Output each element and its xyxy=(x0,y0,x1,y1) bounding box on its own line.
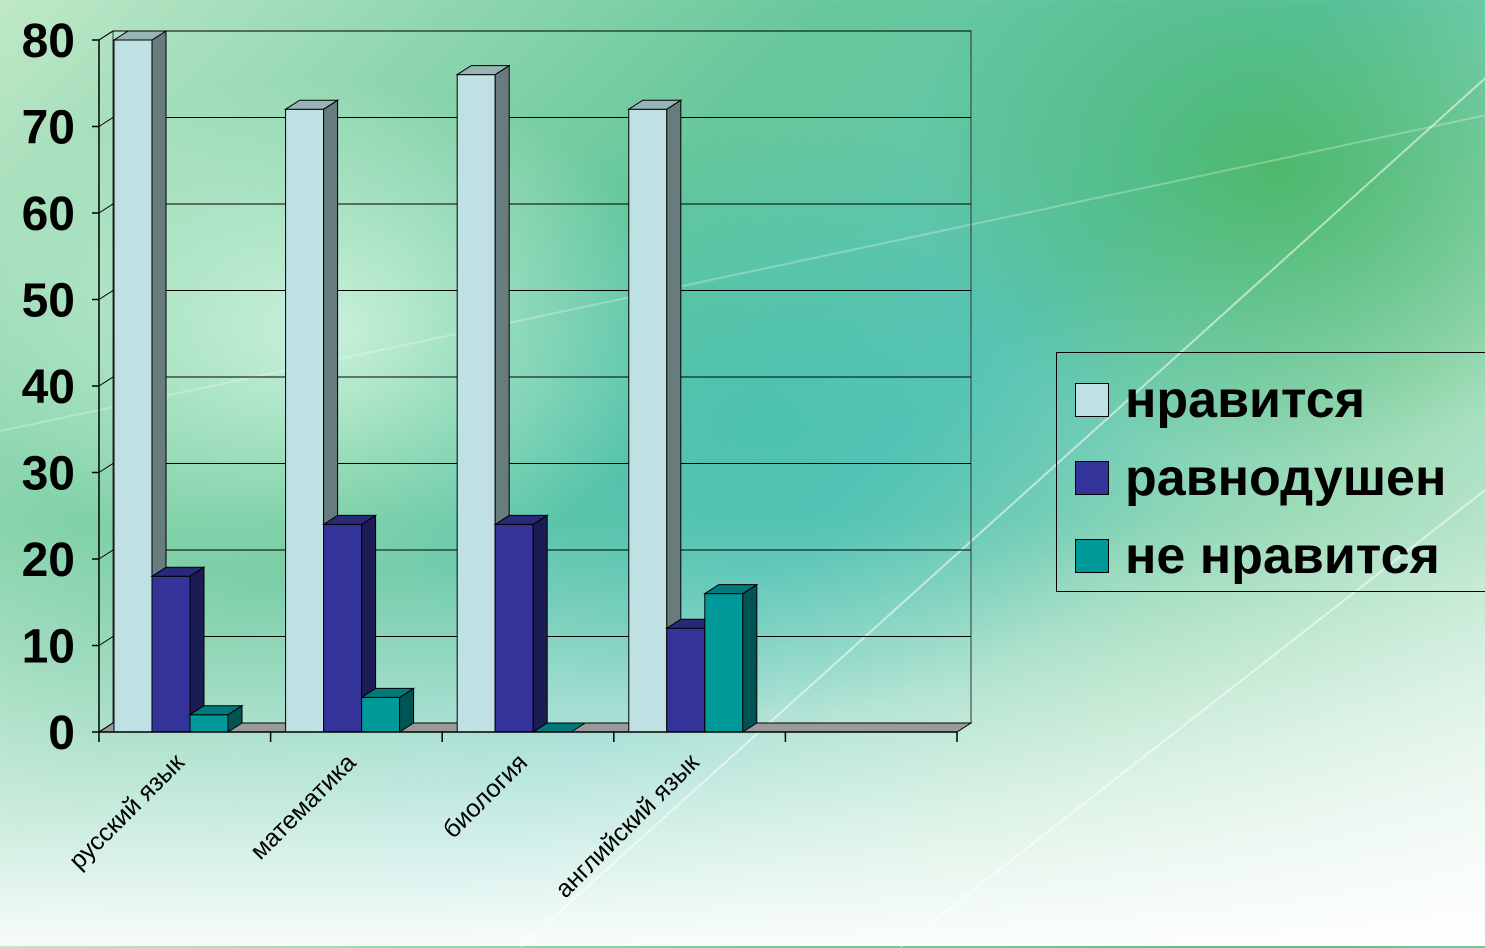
bar-top xyxy=(359,687,416,698)
bar-top xyxy=(321,514,378,525)
y-tick-label: 30 xyxy=(22,448,75,501)
bar-top xyxy=(455,65,511,76)
gridline xyxy=(98,463,971,473)
bar-front xyxy=(666,627,706,733)
bar-front xyxy=(323,523,363,733)
legend-item: равнодушен xyxy=(1075,449,1446,507)
x-tick-label: русский язык xyxy=(64,748,191,875)
y-tick-label: 50 xyxy=(22,275,75,328)
bar-front xyxy=(456,74,496,733)
x-tick-label: биология xyxy=(438,748,533,843)
bar-front xyxy=(361,696,401,733)
bar xyxy=(150,566,206,733)
bar-top xyxy=(493,514,549,525)
bar-top xyxy=(703,584,759,595)
bar-front xyxy=(628,108,668,733)
x-tick-labels: русский язык математика биология английский… xyxy=(64,748,706,904)
axes xyxy=(92,39,958,742)
bar-top xyxy=(627,99,683,110)
bar-front xyxy=(151,575,191,733)
legend-item: нравится xyxy=(1075,371,1365,429)
bar xyxy=(359,687,416,733)
bar-front xyxy=(113,39,153,733)
legend-label: равнодушен xyxy=(1125,449,1447,507)
bar-side xyxy=(532,514,548,733)
bar-front xyxy=(285,108,325,733)
bar xyxy=(703,583,759,733)
bar xyxy=(188,704,244,733)
gridlines xyxy=(98,30,971,733)
bar-front xyxy=(704,593,744,733)
bar-top xyxy=(188,705,244,716)
x-tick-label: английский язык xyxy=(550,748,706,904)
bar-top xyxy=(150,566,206,577)
bar-top xyxy=(283,99,340,110)
y-tick-label: 20 xyxy=(22,534,75,587)
gridline xyxy=(98,203,971,214)
bar-front xyxy=(494,523,534,733)
gridline xyxy=(98,290,971,300)
bar xyxy=(627,99,683,733)
y-tick-label: 10 xyxy=(22,621,75,674)
bar xyxy=(493,514,549,733)
bar-chart: 0 10 20 30 40 50 60 70 80 русский язык математика… xyxy=(22,15,973,904)
y-tick-label: 40 xyxy=(22,361,75,414)
legend-swatch-disliked xyxy=(1075,539,1109,573)
legend-swatch-liked xyxy=(1075,383,1109,417)
bars xyxy=(112,30,759,733)
bar-top xyxy=(112,30,168,41)
legend-label: не нравится xyxy=(1125,527,1440,585)
y-tick-label: 0 xyxy=(48,707,75,760)
y-tick-label: 70 xyxy=(22,102,75,155)
bar-front xyxy=(189,714,229,733)
legend-item: не нравится xyxy=(1075,527,1440,585)
gridline xyxy=(98,549,971,560)
x-tick-label: математика xyxy=(245,748,362,865)
legend-swatch-indifferent xyxy=(1075,461,1109,495)
bar-side xyxy=(742,583,758,733)
legend: нравится равнодушен не нравится xyxy=(1056,352,1485,592)
legend-label: нравится xyxy=(1125,371,1366,429)
y-tick-label: 80 xyxy=(22,15,75,68)
y-tick-label: 60 xyxy=(22,188,75,241)
y-tick-labels: 0 10 20 30 40 50 60 70 80 xyxy=(22,15,75,760)
bar xyxy=(321,514,378,733)
bar xyxy=(112,30,168,733)
gridline xyxy=(98,30,971,41)
gridline xyxy=(98,117,971,127)
gridline xyxy=(98,376,971,387)
